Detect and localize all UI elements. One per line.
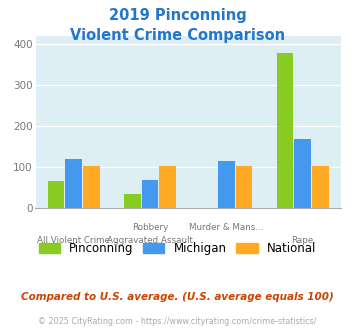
Text: © 2025 CityRating.com - https://www.cityrating.com/crime-statistics/: © 2025 CityRating.com - https://www.city… <box>38 317 317 326</box>
Text: Violent Crime Comparison: Violent Crime Comparison <box>70 28 285 43</box>
Bar <box>312 166 328 208</box>
Text: Aggravated Assault: Aggravated Assault <box>107 236 193 245</box>
Text: Compared to U.S. average. (U.S. average equals 100): Compared to U.S. average. (U.S. average … <box>21 292 334 302</box>
Text: All Violent Crime: All Violent Crime <box>37 236 110 245</box>
Text: Murder & Mans...: Murder & Mans... <box>189 223 263 232</box>
Bar <box>277 53 294 208</box>
Bar <box>83 166 99 208</box>
Bar <box>235 166 252 208</box>
Bar <box>124 194 141 208</box>
Bar <box>218 161 235 208</box>
Bar <box>65 159 82 208</box>
Text: 2019 Pinconning: 2019 Pinconning <box>109 8 246 23</box>
Text: Robbery: Robbery <box>132 223 168 232</box>
Bar <box>48 182 65 208</box>
Bar <box>142 180 158 208</box>
Bar <box>159 166 176 208</box>
Legend: Pinconning, Michigan, National: Pinconning, Michigan, National <box>34 237 321 260</box>
Bar <box>294 139 311 208</box>
Text: Rape: Rape <box>291 236 314 245</box>
